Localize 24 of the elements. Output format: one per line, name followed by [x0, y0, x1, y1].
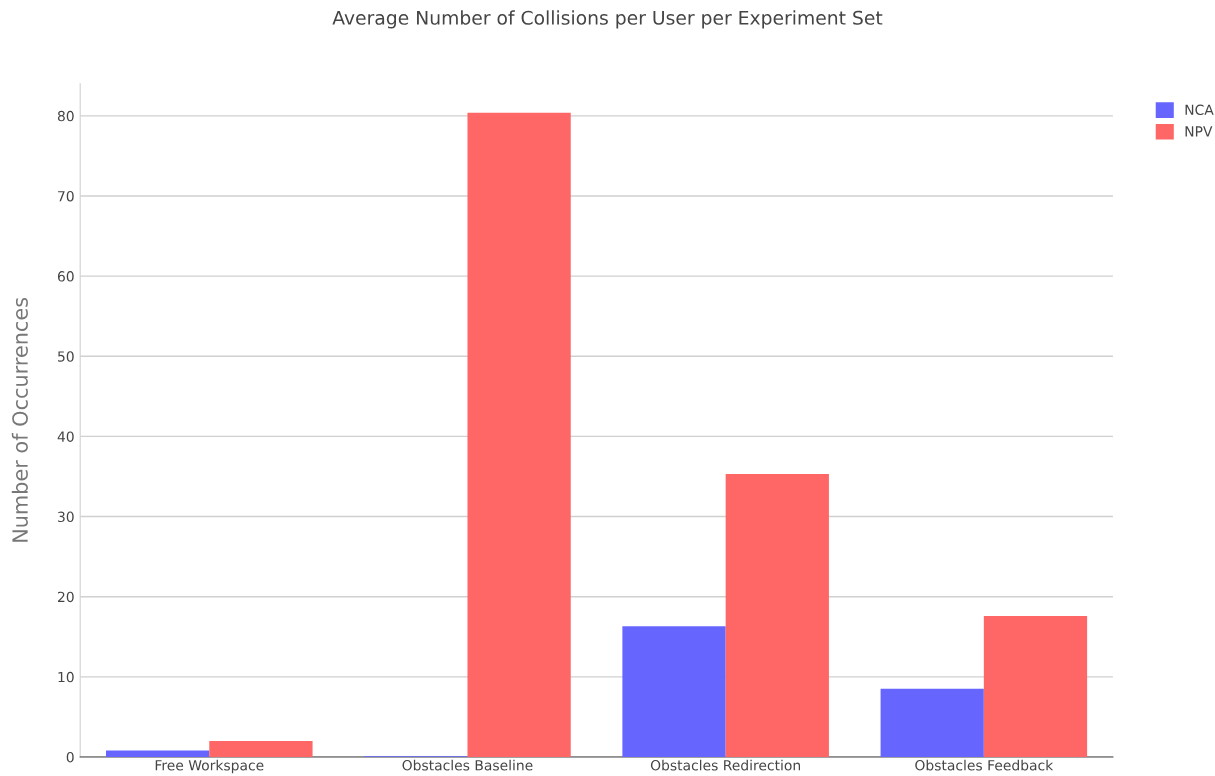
chart-title: Average Number of Collisions per User per Experiment Set — [332, 10, 883, 29]
y-tick-label: 0 — [66, 751, 74, 763]
bar — [880, 688, 984, 757]
y-tick-label: 80 — [57, 110, 74, 122]
y-tick-label: 30 — [58, 511, 74, 523]
x-tick-label: Free Workspace — [155, 759, 264, 774]
y-tick-label: 20 — [57, 591, 74, 603]
y-tick-label: 10 — [58, 671, 74, 683]
y-tick-label: 40 — [57, 431, 74, 442]
x-tick-label: Obstacles Baseline — [402, 759, 533, 771]
bar — [983, 615, 1088, 757]
x-tick-label: Obstacles Feedback — [915, 759, 1054, 771]
legend-label: NPV — [1185, 126, 1213, 137]
bar — [725, 474, 829, 757]
y-tick-label: 50 — [58, 351, 74, 362]
bar — [106, 750, 210, 757]
y-tick-label: 60 — [57, 271, 74, 282]
y-tick-label: 70 — [58, 190, 74, 202]
bar — [622, 626, 726, 757]
bar — [467, 112, 571, 757]
y-axis-title: Number of Occurrences — [11, 297, 28, 542]
legend-label: NCA — [1185, 104, 1214, 116]
bar — [209, 740, 313, 757]
x-tick-label: Obstacles Redirection — [650, 759, 801, 771]
